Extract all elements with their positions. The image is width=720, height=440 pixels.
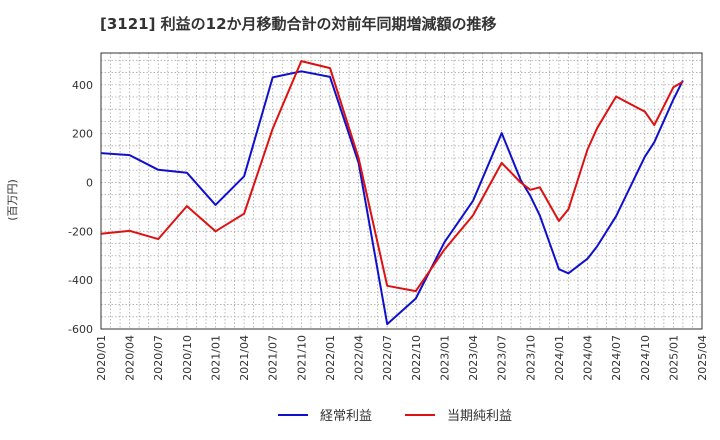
- x-tick-label: 2021/04: [238, 335, 251, 381]
- y-tick-label: -600: [68, 323, 93, 336]
- y-tick-label: 0: [86, 176, 93, 189]
- x-tick-label: 2024/01: [553, 335, 566, 381]
- x-tick-label: 2020/04: [124, 335, 137, 381]
- plot-border: [100, 52, 703, 330]
- x-tick-label: 2024/07: [610, 335, 623, 381]
- legend-label-2: 当期純利益: [447, 409, 512, 424]
- y-tick-label: -200: [68, 225, 93, 238]
- chart-title: [3121] 利益の12か月移動合計の対前年同期増減額の推移: [100, 15, 497, 33]
- y-axis-title: (百万円): [6, 179, 19, 221]
- x-tick-label: 2020/07: [152, 335, 165, 381]
- x-tick-label: 2023/04: [467, 335, 480, 381]
- x-tick-label: 2023/10: [524, 335, 537, 381]
- x-tick-label: 2020/10: [181, 335, 194, 381]
- series-line-2: [100, 60, 684, 293]
- y-tick-label: 400: [72, 79, 93, 92]
- x-tick-label: 2020/01: [95, 335, 108, 381]
- x-tick-label: 2023/01: [438, 335, 451, 381]
- x-tick-label: 2025/04: [696, 335, 709, 381]
- y-tick-label: -400: [68, 274, 93, 287]
- series-line-1: [100, 70, 684, 326]
- legend-label-1: 経常利益: [320, 409, 372, 424]
- plot-area: [101, 53, 702, 329]
- x-tick-label: 2023/07: [496, 335, 509, 381]
- x-tick-label: 2022/01: [324, 335, 337, 381]
- x-tick-label: 2025/01: [667, 335, 680, 381]
- x-tick-label: 2022/10: [410, 335, 423, 381]
- x-tick-label: 2022/07: [381, 335, 394, 381]
- y-tick-label: 200: [72, 128, 93, 141]
- x-tick-label: 2021/10: [295, 335, 308, 381]
- x-tick-label: 2024/10: [639, 335, 652, 381]
- x-tick-label: 2021/07: [267, 335, 280, 381]
- x-tick-label: 2021/01: [209, 335, 222, 381]
- x-tick-label: 2024/04: [582, 335, 595, 381]
- x-tick-label: 2022/04: [353, 335, 366, 381]
